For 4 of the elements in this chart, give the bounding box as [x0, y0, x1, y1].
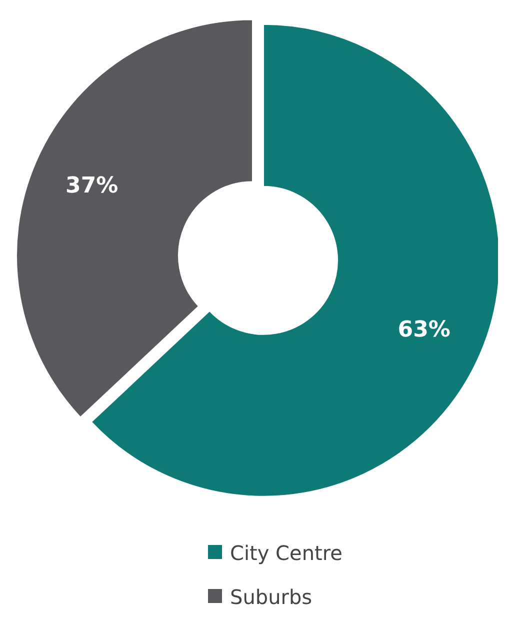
data-label: 37% — [66, 174, 118, 199]
legend-label: City Centre — [230, 541, 342, 565]
legend-label: Suburbs — [230, 585, 312, 609]
data-label: 63% — [398, 317, 450, 342]
